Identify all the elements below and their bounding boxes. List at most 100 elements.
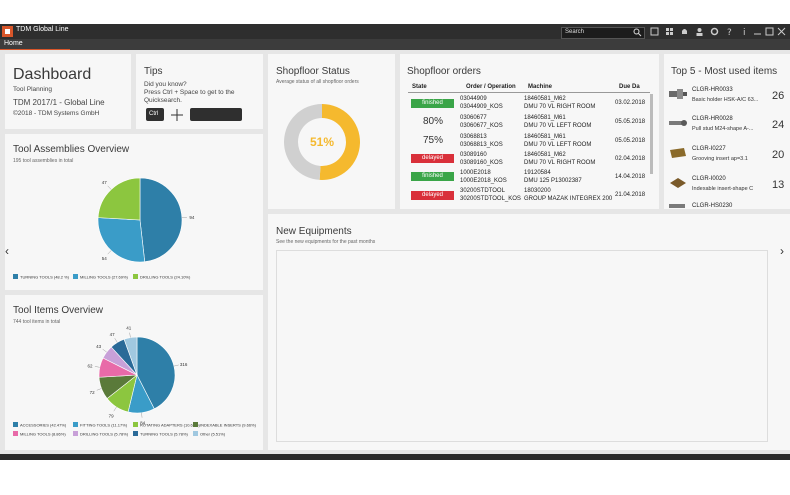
order-number: 03089160 bbox=[460, 152, 487, 158]
menu-bar: Home bbox=[0, 39, 790, 50]
minimize-icon[interactable] bbox=[752, 26, 763, 37]
tool-items-pie-chart: 316 84 79 72 62 43 47 41 ACCESSORIES (42.47%) FIT… bbox=[13, 326, 257, 437]
grid-icon[interactable] bbox=[664, 26, 675, 37]
app-title: TDM Global Line bbox=[16, 26, 69, 33]
operation-number: 03089160_KOS bbox=[460, 160, 503, 166]
donut-progress-segment bbox=[319, 104, 360, 180]
order-number: 1000E2018 bbox=[460, 170, 491, 176]
top5-item-name[interactable]: CLGR-I0227 bbox=[692, 146, 726, 152]
bell-icon[interactable] bbox=[679, 26, 690, 37]
taskbar bbox=[0, 454, 790, 460]
ctrl-key: Ctrl bbox=[146, 108, 164, 121]
svg-text:?: ? bbox=[727, 28, 732, 37]
save-icon[interactable] bbox=[649, 26, 660, 37]
shopfloor-orders-tile: Shopfloor orders State Order / Operation… bbox=[400, 54, 659, 209]
machine-id: 18460581_M61 bbox=[524, 115, 566, 121]
order-number: 03068813 bbox=[460, 134, 487, 140]
shopfloor-status-subtitle: Average status of all shopfloor orders bbox=[276, 79, 359, 85]
new-equipments-subtitle: See the new equipments for the past mont… bbox=[276, 239, 376, 245]
slice-leader-line bbox=[94, 366, 100, 368]
legend-label: DRILLING TOOLS (24.10%) bbox=[140, 275, 191, 280]
due-date: 14.04.2018 bbox=[615, 174, 646, 180]
next-page-arrow-icon[interactable]: › bbox=[780, 244, 784, 258]
top5-item-count: 24 bbox=[772, 119, 785, 131]
info-icon[interactable]: i bbox=[739, 26, 750, 37]
maximize-icon[interactable] bbox=[764, 26, 775, 37]
legend-swatch bbox=[193, 431, 198, 436]
new-equipments-title: New Equipments bbox=[276, 226, 352, 237]
top5-item-name[interactable]: CLGR-I0020 bbox=[692, 176, 726, 182]
machine-name: DMU 125 P13002387 bbox=[524, 178, 582, 184]
col-header-state[interactable]: State bbox=[412, 84, 427, 90]
close-icon[interactable] bbox=[776, 26, 787, 37]
top5-title: Top 5 - Most used items bbox=[671, 66, 778, 77]
search-input[interactable]: Search bbox=[561, 27, 645, 39]
slice-label: 79 bbox=[109, 413, 115, 418]
legend-swatch bbox=[193, 422, 198, 427]
slice-label: 47 bbox=[110, 332, 116, 337]
state-badge-delayed: delayed bbox=[411, 191, 454, 200]
header-divider bbox=[408, 92, 650, 93]
machine-id: 18460581_M62 bbox=[524, 152, 566, 158]
col-header-machine[interactable]: Machine bbox=[528, 84, 553, 90]
top5-item-desc: Grooving insert ap=3.1 bbox=[692, 156, 748, 162]
legend-swatch bbox=[73, 422, 78, 427]
pie-slice bbox=[97, 217, 146, 263]
due-date: 21.04.2018 bbox=[615, 192, 646, 198]
operation-number: 1000E2018_KOS bbox=[460, 178, 507, 184]
col-header-due[interactable]: Due Da bbox=[619, 84, 640, 90]
slice-leader-line bbox=[102, 348, 107, 353]
slice-leader-line bbox=[173, 364, 179, 367]
user-icon[interactable] bbox=[694, 26, 705, 37]
due-date: 02.04.2018 bbox=[615, 156, 646, 162]
orders-scrollbar[interactable] bbox=[650, 94, 653, 174]
operation-number: 30200STDTOOL_KOS bbox=[460, 196, 521, 202]
top5-item-name[interactable]: CLGR-HR0033 bbox=[692, 87, 733, 93]
tips-title: Tips bbox=[144, 66, 163, 77]
tips-tile: Tips Did you know? Press Ctrl + Space to… bbox=[136, 54, 263, 129]
slice-leader-line bbox=[114, 338, 118, 343]
tool-item-icon bbox=[669, 204, 685, 208]
slice-leader-line bbox=[107, 250, 112, 255]
tool-holder-icon bbox=[669, 89, 687, 99]
col-header-order[interactable]: Order / Operation bbox=[466, 84, 516, 90]
operation-number: 03068813_KOS bbox=[460, 142, 503, 148]
machine-name: GROUP MAZAK INTEGREX 200 bbox=[524, 196, 613, 202]
menu-home[interactable]: Home bbox=[4, 40, 23, 47]
dashboard-version: TDM 2017/1 - Global Line bbox=[13, 98, 105, 107]
due-date: 03.02.2018 bbox=[615, 100, 646, 106]
legend-label: FITTING TOOLS (11.17%) bbox=[80, 423, 128, 428]
app-logo-icon bbox=[2, 26, 13, 37]
top5-item-count: 20 bbox=[772, 149, 785, 161]
shopfloor-status-title: Shopfloor Status bbox=[276, 66, 350, 77]
legend-label: ACCESSORIES (42.47%) bbox=[20, 423, 67, 428]
legend-swatch bbox=[13, 422, 18, 427]
new-equipments-chart-area bbox=[276, 250, 768, 442]
help-icon[interactable]: ? bbox=[724, 26, 735, 37]
top5-item-desc: Pull stud M24-shape A-... bbox=[692, 126, 754, 132]
machine-name: DMU 70 VL LEFT ROOM bbox=[524, 123, 592, 129]
indexable-insert-icon bbox=[670, 178, 686, 188]
search-icon[interactable] bbox=[633, 28, 642, 37]
tool-items-tile: Tool Items Overview 744 tool items in to… bbox=[5, 295, 263, 450]
legend-swatch bbox=[73, 274, 78, 279]
legend-swatch bbox=[133, 274, 138, 279]
search-placeholder: Search bbox=[565, 29, 585, 35]
donut-remaining-segment bbox=[283, 104, 322, 180]
shopfloor-status-donut bbox=[283, 104, 360, 180]
shopfloor-status-value: 51% bbox=[310, 135, 335, 149]
space-key bbox=[190, 108, 242, 121]
state-badge-finished: finished bbox=[411, 172, 454, 181]
top5-item-name[interactable]: CLGR-HR0028 bbox=[692, 116, 733, 122]
slice-leader-line bbox=[107, 185, 112, 190]
gear-icon[interactable] bbox=[709, 26, 720, 37]
order-number: 30200STDTOOL bbox=[460, 188, 505, 194]
machine-name: DMU 70 VL RIGHT ROOM bbox=[524, 160, 596, 166]
machine-id: 18460581_M62 bbox=[524, 96, 566, 102]
machine-id: 19120584 bbox=[524, 170, 551, 176]
top5-item-name[interactable]: CLGR-HS0230 bbox=[692, 203, 733, 209]
tool-assemblies-title: Tool Assemblies Overview bbox=[13, 144, 130, 155]
legend-label: MILLING TOOLS (8.86%) bbox=[20, 432, 66, 437]
prev-page-arrow-icon[interactable]: ‹ bbox=[5, 244, 9, 258]
legend-label: TURNING TOOLS (48.2 %) bbox=[20, 275, 70, 280]
